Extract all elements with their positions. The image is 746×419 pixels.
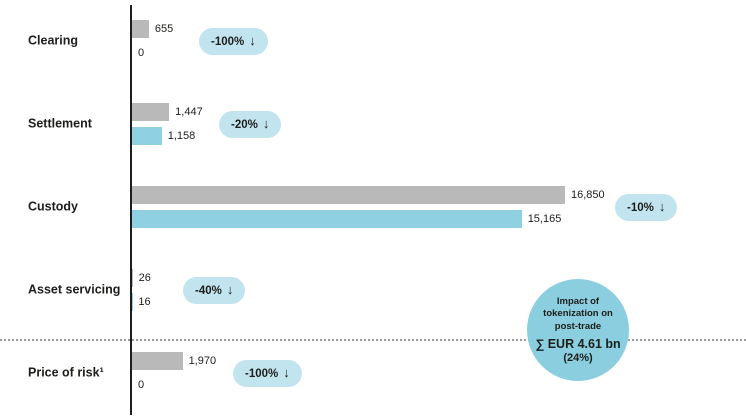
bar-baseline [132,103,170,121]
category-label: Price of risk¹ [28,365,104,380]
dotted-separator-line [0,339,746,341]
value-label: 1,158 [167,130,196,142]
down-arrow-icon: ↓ [249,33,256,48]
value-label: 655 [154,23,174,35]
change-badge: -10% ↓ [615,194,678,221]
chart-row: Custody 16,850 15,165 -10% ↓ [0,186,746,228]
chart-row: Clearing 655 0 -100% ↓ [0,20,746,62]
value-label: 0 [138,379,145,391]
value-label: 15,165 [527,213,562,225]
bar-baseline [132,269,133,287]
summary-circle: Impact of tokenization on post-trade ∑ E… [527,279,629,381]
bar-baseline [132,20,149,38]
down-arrow-icon: ↓ [262,116,270,131]
y-axis-line [130,5,132,415]
chart-row: Price of risk¹ 1,970 0 -100% ↓ [0,352,746,394]
change-badge: -100% ↓ [199,28,268,55]
summary-percent: (24%) [563,352,593,365]
change-value: -100% [211,35,245,48]
value-label: 26 [138,272,151,284]
change-value: -40% [195,284,222,297]
value-label: 1,447 [175,106,203,118]
down-arrow-icon: ↓ [658,199,666,214]
down-arrow-icon: ↓ [226,282,234,297]
category-label: Custody [28,199,78,214]
value-label: 16,850 [571,189,605,201]
bar-tokenized [132,210,522,228]
change-value: -10% [627,201,654,214]
change-badge: -20% ↓ [219,111,282,138]
bar-baseline [132,352,183,370]
value-label: 16 [138,296,151,308]
value-label: 1,970 [188,355,217,367]
change-badge: -40% ↓ [183,277,246,304]
chart-row: Settlement 1,447 1,158 -20% ↓ [0,103,746,145]
summary-sum-value: ∑ EUR 4.61 bn [535,337,621,352]
change-badge: -100% ↓ [233,360,302,387]
category-label: Settlement [28,116,92,131]
change-value: -20% [231,118,258,131]
summary-title-line: tokenization on [543,308,613,320]
bar-tokenized [132,127,162,145]
summary-title-line: Impact of [556,295,600,307]
category-label: Asset servicing [28,282,121,297]
summary-title-line: post-trade [554,320,602,332]
category-label: Clearing [28,33,79,48]
value-label: 0 [138,47,145,59]
bar-baseline [132,186,565,204]
down-arrow-icon: ↓ [283,365,290,380]
chart-row: Asset servicing 26 16 -40% ↓ [0,269,746,311]
change-value: -100% [245,367,279,380]
